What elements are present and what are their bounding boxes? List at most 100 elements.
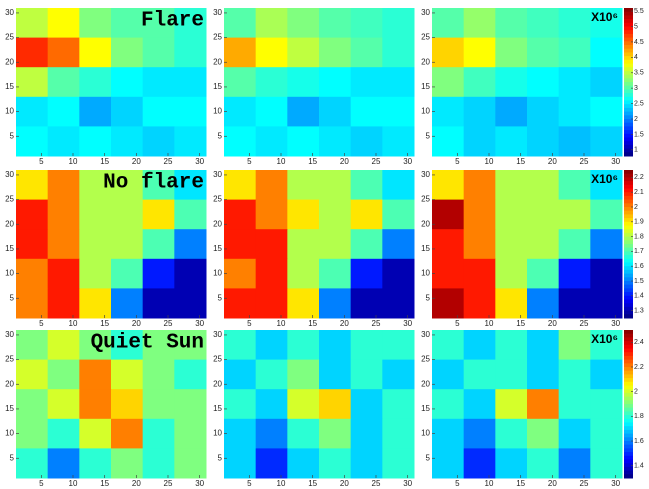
x-tick-label: 15: [516, 157, 525, 166]
heat-cell: [559, 330, 591, 360]
colorbar-step: [624, 211, 633, 215]
heat-cell: [464, 126, 496, 156]
heat-cell: [111, 67, 143, 97]
heat-cell: [111, 229, 143, 259]
x-tick-label: 5: [455, 157, 460, 166]
heat-cell: [287, 288, 319, 318]
heat-cell: [382, 448, 414, 478]
heat-cell: [527, 448, 559, 478]
colorbar-step: [624, 408, 633, 412]
heat-cell: [287, 97, 319, 127]
heat-cell: [382, 419, 414, 449]
y-tick-label: 5: [218, 293, 223, 302]
x-tick-label: 20: [548, 157, 557, 166]
y-tick-label: 20: [421, 219, 430, 228]
x-tick-label: 25: [164, 479, 173, 488]
heat-cell: [256, 360, 288, 390]
heat-cell: [527, 360, 559, 390]
colorbar-step: [624, 185, 633, 189]
heat-cell: [464, 330, 496, 360]
x-tick-label: 15: [308, 479, 317, 488]
x-tick-label: 20: [340, 319, 349, 328]
y-tick-label: 15: [5, 404, 14, 413]
y-tick-label: 20: [421, 379, 430, 388]
heat-cell: [495, 170, 527, 200]
heat-cell: [495, 8, 527, 38]
colorbar-step: [624, 389, 633, 393]
colorbar-step: [624, 101, 633, 105]
heat-cell: [48, 448, 80, 478]
colorbar-step: [624, 456, 633, 460]
heat-cell: [79, 360, 111, 390]
heat-cell: [256, 389, 288, 419]
heat-cell: [351, 389, 383, 419]
heat-cell: [48, 200, 80, 230]
colorbar-step: [624, 38, 633, 42]
heat-cell: [16, 126, 48, 156]
unit-label: X10⁶: [591, 332, 618, 346]
x-tick-label: 30: [611, 319, 620, 328]
colorbar-tick-label: 1.5: [634, 131, 644, 138]
colorbar-step: [624, 226, 633, 230]
heat-cell: [48, 67, 80, 97]
heat-cell: [527, 67, 559, 97]
heat-cell: [319, 126, 351, 156]
heat-cell: [432, 97, 464, 127]
heat-cell: [16, 330, 48, 360]
x-tick-label: 15: [308, 157, 317, 166]
colorbar-step: [624, 334, 633, 338]
heat-cell: [174, 448, 206, 478]
heat-cell: [319, 389, 351, 419]
colorbar-step: [624, 467, 633, 471]
heat-cell: [382, 259, 414, 289]
colorbar-step: [624, 196, 633, 200]
x-tick-label: 30: [403, 319, 412, 328]
heat-cell: [143, 38, 175, 68]
heat-cell: [111, 419, 143, 449]
heat-cell: [319, 330, 351, 360]
heat-cell: [527, 389, 559, 419]
heat-cell: [495, 330, 527, 360]
heat-cell: [590, 229, 622, 259]
heat-cell: [559, 97, 591, 127]
colorbar-tick-label: 1.9: [634, 219, 644, 226]
heat-cell: [351, 288, 383, 318]
colorbar-tick-label: 1.8: [634, 233, 644, 240]
panel-title: No flare: [103, 172, 204, 195]
heat-cell: [79, 200, 111, 230]
y-tick-label: 10: [421, 269, 430, 278]
y-tick-label: 5: [10, 293, 15, 302]
y-tick-label: 15: [213, 82, 222, 91]
colorbar-tick-label: 1.6: [634, 438, 644, 445]
heat-cell: [224, 288, 256, 318]
heat-cell: [559, 259, 591, 289]
colorbar-step: [624, 244, 633, 248]
heat-cell: [319, 448, 351, 478]
colorbar-step: [624, 360, 633, 364]
heat-cell: [351, 8, 383, 38]
y-tick-label: 30: [421, 8, 430, 17]
y-tick-label: 10: [213, 429, 222, 438]
heat-cell: [174, 126, 206, 156]
x-tick-label: 25: [372, 157, 381, 166]
heat-cell: [382, 288, 414, 318]
colorbar-step: [624, 49, 633, 53]
x-tick-label: 30: [195, 479, 204, 488]
heat-cell: [256, 200, 288, 230]
colorbar-step: [624, 170, 633, 174]
x-tick-label: 10: [277, 319, 286, 328]
heat-cell: [319, 288, 351, 318]
y-tick-label: 25: [5, 33, 14, 42]
heat-cell: [48, 97, 80, 127]
heat-cell: [559, 419, 591, 449]
heat-cell: [79, 67, 111, 97]
y-tick-label: 25: [213, 33, 222, 42]
colorbar-tick-label: 3.5: [634, 70, 644, 77]
x-tick-label: 5: [455, 319, 460, 328]
colorbar-tick-label: 2: [634, 204, 638, 211]
heat-cell: [143, 229, 175, 259]
heat-cell: [527, 170, 559, 200]
heat-cell: [224, 448, 256, 478]
y-tick-label: 30: [5, 8, 14, 17]
heat-cell: [432, 288, 464, 318]
